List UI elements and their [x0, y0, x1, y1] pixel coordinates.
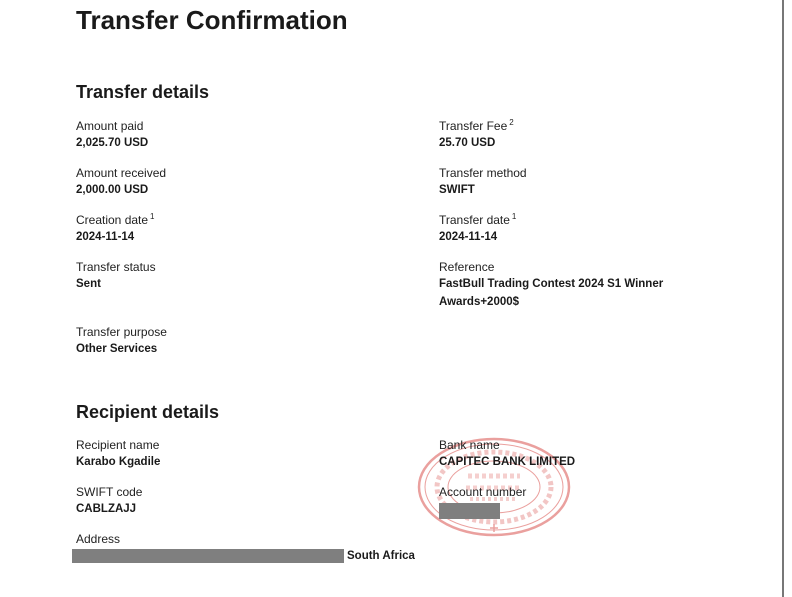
transfer-date-field: Transfer date 1 2024-11-14 — [439, 213, 739, 246]
transfer-status-label: Transfer status — [76, 260, 156, 274]
creation-date-field: Creation date 1 2024-11-14 — [76, 213, 376, 246]
amount-received-value: 2,000.00 USD — [76, 184, 149, 196]
transfer-fee-label: Transfer Fee — [439, 119, 508, 133]
transfer-purpose-field: Transfer purpose Other Services — [76, 325, 376, 358]
address-value: South Africa — [347, 550, 415, 562]
swift-code-value: CABLZAJJ — [76, 503, 137, 515]
address-field: Address South Africa — [72, 532, 476, 565]
amount-paid-label: Amount paid — [76, 119, 144, 133]
transfer-purpose-label: Transfer purpose — [76, 325, 167, 339]
transfer-method-label: Transfer method — [439, 166, 527, 180]
transfer-fee-value: 25.70 USD — [439, 137, 496, 149]
reference-value-line1: FastBull Trading Contest 2024 S1 Winner — [439, 278, 664, 290]
reference-value-line2: Awards+2000$ — [439, 296, 520, 308]
amount-paid-value: 2,025.70 USD — [76, 137, 149, 149]
bank-name-value: CAPITEC BANK LIMITED — [439, 456, 576, 468]
recipient-name-label: Recipient name — [76, 438, 160, 452]
transfer-status-field: Transfer status Sent — [76, 260, 376, 293]
transfer-status-value: Sent — [76, 278, 101, 290]
swift-code-label: SWIFT code — [76, 485, 143, 499]
account-number-label: Account number — [439, 485, 527, 499]
reference-field: Reference FastBull Trading Contest 2024 … — [439, 260, 769, 311]
address-label: Address — [76, 532, 121, 546]
creation-date-label: Creation date — [76, 213, 149, 227]
footnote-marker: 1 — [511, 212, 517, 221]
creation-date-value: 2024-11-14 — [76, 231, 135, 243]
footnote-marker: 1 — [150, 212, 155, 221]
transfer-purpose-value: Other Services — [76, 343, 158, 355]
amount-received-field: Amount received 2,000.00 USD — [76, 166, 376, 199]
account-number-field: Account number — [439, 485, 739, 520]
page-title: Transfer Confirmation — [76, 5, 348, 35]
footnote-marker: 2 — [509, 118, 514, 127]
amount-received-label: Amount received — [76, 166, 167, 180]
recipient-name-field: Recipient name Karabo Kgadile — [76, 438, 376, 471]
recipient-details-heading: Recipient details — [76, 402, 220, 422]
account-number-redaction — [439, 502, 500, 519]
address-redaction — [72, 548, 344, 563]
bank-name-label: Bank name — [439, 438, 500, 452]
transfer-date-value: 2024-11-14 — [439, 231, 498, 243]
page-edge-divider — [782, 0, 784, 597]
transfer-method-value: SWIFT — [439, 184, 475, 196]
transfer-details-heading: Transfer details — [76, 82, 210, 102]
reference-label: Reference — [439, 260, 495, 274]
recipient-name-value: Karabo Kgadile — [76, 456, 161, 468]
transfer-fee-field: Transfer Fee 2 25.70 USD — [439, 119, 739, 152]
transfer-method-field: Transfer method SWIFT — [439, 166, 739, 199]
transfer-date-label: Transfer date — [439, 213, 510, 227]
swift-code-field: SWIFT code CABLZAJJ — [76, 485, 376, 518]
amount-paid-field: Amount paid 2,025.70 USD — [76, 119, 376, 152]
bank-name-field: Bank name CAPITEC BANK LIMITED — [439, 438, 739, 471]
